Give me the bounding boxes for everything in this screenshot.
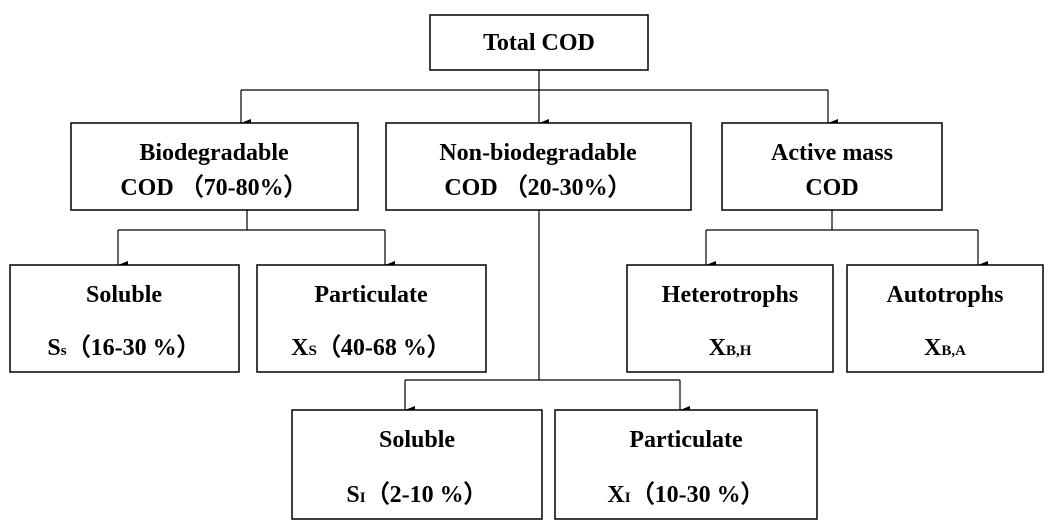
node-label: Heterotrophs — [662, 282, 798, 308]
node-label: Biodegradable — [139, 140, 289, 166]
box — [429, 14, 649, 71]
subscript: s — [61, 343, 67, 359]
symbol: X — [607, 482, 625, 508]
box — [256, 264, 487, 373]
node-label: COD （70-80%） — [120, 174, 307, 201]
node-label: Soluble — [86, 282, 162, 308]
range: （40-68 %） — [317, 334, 451, 361]
subscript: I — [360, 490, 366, 506]
node-formula: XB,A — [924, 335, 966, 361]
range: （10-30 %） — [631, 481, 765, 508]
box — [846, 264, 1044, 373]
box — [70, 122, 359, 211]
node-label: Soluble — [379, 427, 455, 453]
node-label: Non-biodegradable — [439, 140, 637, 166]
symbol: X — [291, 335, 309, 361]
range: （16-30 %） — [67, 334, 201, 361]
subscript: B,A — [941, 343, 966, 359]
box — [626, 264, 834, 373]
subscript: B,H — [726, 343, 752, 359]
node-label: COD （20-30%） — [444, 174, 631, 201]
node-formula: XI（10-30 %） — [607, 481, 764, 508]
connectors — [117, 70, 988, 414]
node-formula: Ss（16-30 %） — [47, 334, 200, 361]
subscript: I — [625, 490, 631, 506]
node-formula: XS（40-68 %） — [291, 334, 451, 361]
node-label: Particulate — [314, 282, 428, 308]
box — [291, 409, 543, 520]
symbol: X — [924, 335, 942, 361]
node-label: Active mass — [771, 140, 893, 166]
node-label: Particulate — [629, 427, 743, 453]
box — [9, 264, 240, 373]
node-formula: SI（2-10 %） — [346, 481, 487, 508]
box — [721, 122, 943, 211]
symbol: X — [709, 335, 727, 361]
box — [554, 409, 818, 520]
node-label: Total COD — [483, 30, 595, 56]
node-formula: XB,H — [709, 335, 752, 361]
subscript: S — [309, 343, 317, 359]
symbol: S — [346, 482, 359, 508]
node-label: COD — [805, 175, 858, 201]
symbol: S — [47, 335, 60, 361]
range: （2-10 %） — [366, 481, 488, 508]
node-label: Autotrophs — [887, 282, 1004, 308]
box — [385, 122, 692, 211]
